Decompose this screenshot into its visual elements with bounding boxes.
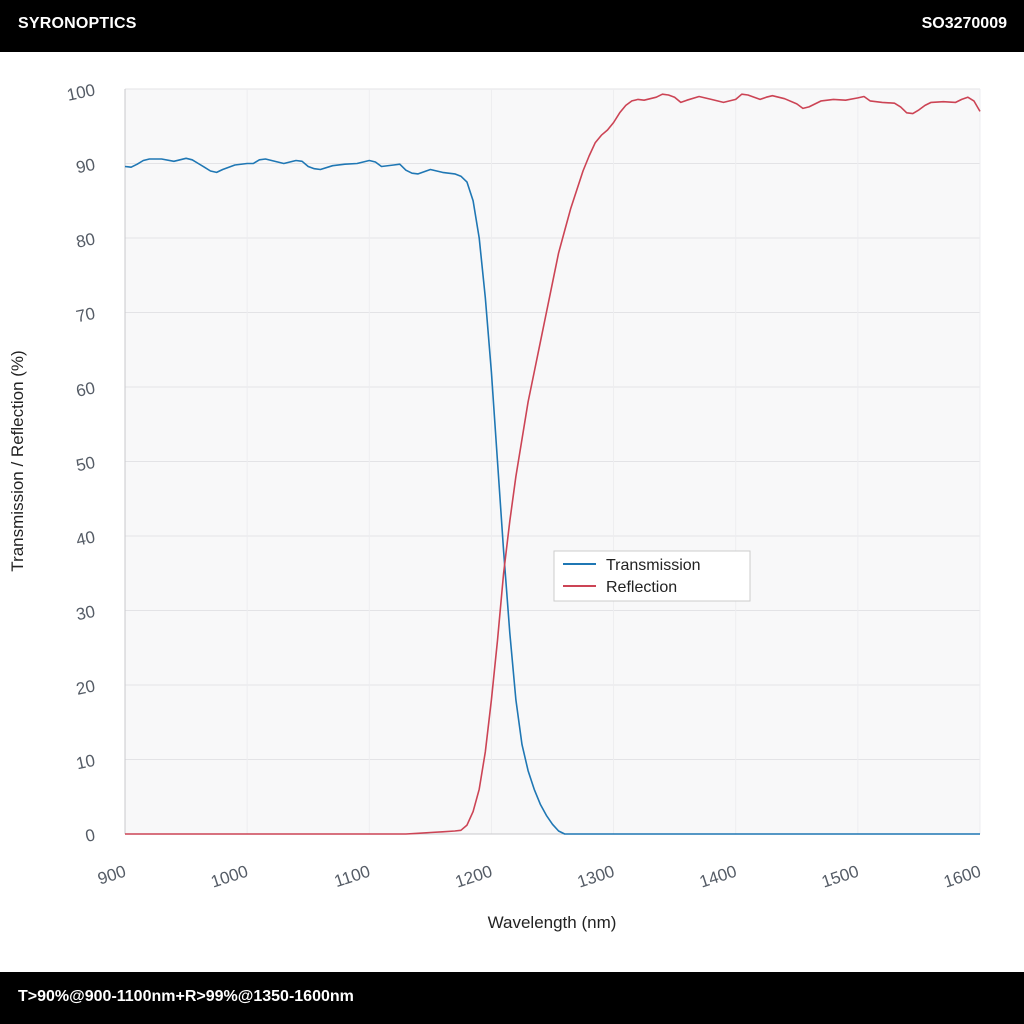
x-tick-label: 1500 (819, 862, 861, 892)
spectrum-chart: 0 10 20 30 40 50 60 70 80 90 100 900 1000 1100 1200 13… (8, 80, 983, 932)
legend-label-transmission: Transmission (606, 557, 701, 574)
y-tick-label: 10 (74, 751, 96, 774)
y-tick-label: 90 (74, 155, 96, 178)
x-tick-label: 1400 (697, 862, 739, 892)
x-tick-labels: 900 1000 1100 1200 1300 1400 1500 1600 (95, 862, 983, 892)
legend-label-reflection: Reflection (606, 579, 677, 596)
x-axis-label: Wavelength (nm) (488, 913, 617, 932)
y-tick-label: 70 (74, 304, 96, 327)
x-tick-label: 1100 (332, 862, 373, 891)
y-tick-label: 100 (65, 80, 97, 104)
x-tick-label: 1200 (453, 862, 495, 892)
y-tick-label: 0 (84, 825, 97, 846)
y-tick-label: 20 (74, 676, 96, 699)
footer-bar: T>90%@900-1100nm+R>99%@1350-1600nm (0, 972, 1024, 1024)
series-line-transmission (124, 157, 980, 835)
y-tick-labels: 0 10 20 30 40 50 60 70 80 90 100 (65, 80, 97, 846)
y-tick-label: 40 (74, 527, 96, 550)
y-axis-label: Transmission / Reflection (%) (8, 350, 27, 571)
y-tick-label: 60 (74, 378, 96, 401)
legend-box (553, 550, 751, 602)
x-tick-label: 1300 (575, 862, 617, 892)
series-lines (124, 93, 981, 835)
x-tick-label: 1600 (941, 862, 983, 892)
legend: Transmission Reflection (553, 550, 751, 602)
brand-name: SYRONOPTICS (18, 15, 137, 32)
y-tick-label: 30 (74, 602, 96, 625)
header-bar: SYRONOPTICS SO3270009 (0, 0, 1024, 52)
x-tick-label: 900 (95, 862, 128, 889)
x-tick-label: 1000 (209, 862, 251, 892)
spec-text: T>90%@900-1100nm+R>99%@1350-1600nm (18, 988, 354, 1005)
product-code: SO3270009 (921, 15, 1007, 32)
y-tick-label: 50 (74, 453, 96, 476)
y-tick-label: 80 (74, 229, 96, 252)
series-line-reflection (125, 93, 981, 835)
